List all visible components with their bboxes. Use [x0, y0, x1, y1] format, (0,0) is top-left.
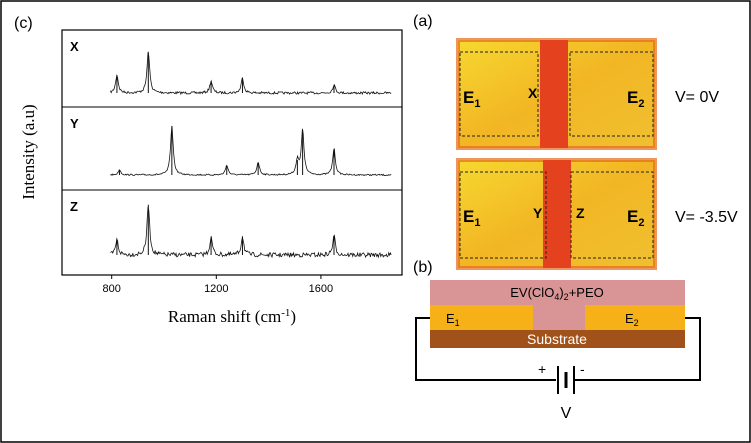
e2: E [627, 207, 638, 226]
electrode-label: E2 [627, 207, 644, 229]
channel [540, 40, 568, 148]
e2-sub: 2 [638, 217, 644, 229]
wire [415, 317, 556, 381]
spectrum-trace [110, 206, 392, 259]
panel-label: (a) [413, 13, 433, 30]
t: +PEO [569, 285, 604, 300]
spectrum-label: X [70, 39, 79, 54]
electrode-label: E1 [446, 311, 460, 328]
spectrum-trace [110, 125, 392, 177]
electrolyte-layer [430, 280, 685, 305]
e2: E [625, 311, 634, 326]
voltage-label: V= -3.5V [675, 209, 738, 226]
x-label-sup: -1 [281, 307, 290, 319]
electrode-outline [459, 51, 539, 137]
x-axis-label: Raman shift (cm-1) [168, 307, 296, 326]
axes [61, 29, 403, 276]
electrode [585, 305, 685, 330]
e1-sub: 1 [474, 217, 480, 229]
electrolyte-label: EV(ClO4)2+PEO [510, 285, 603, 302]
panel-label: (c) [14, 15, 33, 32]
channel [543, 160, 571, 268]
micrograph-bottom: E1 Y Z E2 [456, 158, 657, 270]
point-label: Z [576, 205, 585, 221]
panel-label: (b) [413, 259, 433, 276]
sub: 2 [634, 318, 639, 328]
axes-frame [61, 29, 403, 276]
sub: 4 [554, 292, 559, 302]
e1: E [463, 88, 474, 107]
y-axis-label: Intensity (a.u) [19, 104, 38, 199]
spectrum-trace [110, 52, 392, 96]
source-label: V [561, 405, 572, 422]
sub: 1 [455, 318, 460, 328]
t: EV(ClO [510, 285, 554, 300]
electrode-label: E1 [463, 88, 480, 110]
micrograph-top: E1 X E2 [456, 38, 657, 150]
electrode-outline [570, 171, 654, 259]
e1: E [463, 207, 474, 226]
spectrum-label: Y [70, 116, 79, 131]
electrode-label: E1 [463, 207, 480, 229]
spectrum-label: Z [70, 199, 78, 214]
voltage-label: V= 0V [675, 89, 719, 106]
electrode-label: E2 [627, 88, 644, 110]
e1: E [446, 311, 455, 326]
plus: + [538, 361, 546, 377]
substrate [430, 330, 685, 348]
wire [575, 317, 701, 381]
electrode [430, 305, 533, 330]
device: EV(ClO4)2+PEO E1 E2 Substrate + - V [415, 280, 701, 422]
minus: - [580, 361, 585, 377]
x-tick-label: 1600 [309, 283, 333, 295]
point-label: X [528, 85, 538, 101]
point-label: Y [533, 205, 543, 221]
e1-sub: 1 [474, 98, 480, 110]
x-tick-label: 800 [103, 283, 121, 295]
e2: E [627, 88, 638, 107]
x-label-close: ) [290, 307, 296, 326]
x-tick-label: 1200 [204, 283, 228, 295]
t: ) [559, 285, 563, 300]
electrode-label: E2 [625, 311, 639, 328]
x-label-text: Raman shift (cm [168, 307, 281, 326]
substrate-label: Substrate [527, 331, 587, 347]
sub: 2 [564, 292, 569, 302]
e2-sub: 2 [638, 98, 644, 110]
electrode-outline [569, 51, 654, 137]
electrode-outline [459, 171, 547, 259]
